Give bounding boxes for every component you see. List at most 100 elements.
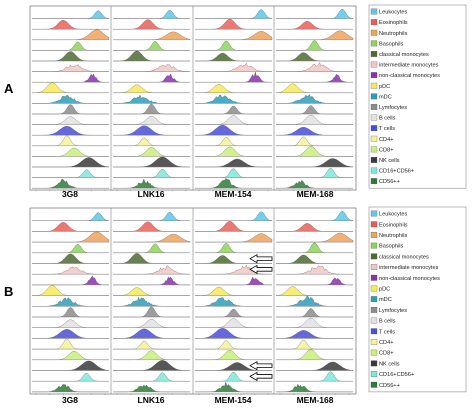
legend-swatch: [370, 178, 378, 185]
column-label: MEM-168: [297, 395, 334, 405]
legend-label: NK cells: [379, 361, 400, 367]
histogram-peak: [32, 135, 109, 146]
legend-swatch: [370, 360, 378, 367]
legend-label: Neutrophils: [379, 31, 407, 37]
histogram-peak: [112, 94, 190, 104]
legend-label: Neutrophils: [379, 233, 407, 239]
histogram-peak: [113, 253, 190, 264]
legend-swatch: [370, 146, 378, 153]
legend-swatch: [370, 157, 378, 163]
histogram-peak: [276, 40, 353, 51]
arrow-icon: [249, 371, 273, 382]
histogram-peak: [113, 340, 190, 350]
histogram-peak: [113, 147, 190, 157]
histogram-peak: [32, 307, 109, 318]
histogram-peak: [276, 265, 353, 275]
histogram-peak: [113, 384, 190, 393]
histogram-peak: [276, 62, 353, 72]
histogram-peak: [32, 253, 109, 264]
legend-frame: [368, 206, 467, 393]
legend-swatch: [370, 135, 378, 142]
histogram-peak: [113, 306, 190, 318]
legend: Leukocytes Eosinophils Neutrophils Basophil…: [368, 206, 467, 393]
histogram-peak: [276, 361, 354, 371]
histogram-peak: [113, 50, 190, 62]
histogram-peak: [276, 94, 353, 104]
histogram-peak: [32, 104, 109, 115]
legend-swatch: [370, 210, 378, 217]
histogram-peak: [276, 232, 354, 243]
histogram-peak: [113, 360, 191, 371]
histogram-peak: [32, 147, 109, 157]
histogram-peak: [276, 158, 354, 168]
legend-swatch: [370, 274, 378, 281]
histogram-peak: [276, 383, 353, 393]
legend-label: NK cells: [379, 158, 400, 164]
legend-swatch: [370, 82, 378, 89]
legend-label: non-classical monocytes: [379, 73, 440, 79]
legend-label: Leukocytes: [379, 10, 407, 16]
column-label: 3G8: [62, 395, 78, 405]
legend-label: mDC: [379, 94, 392, 100]
histogram-peak: [276, 371, 353, 382]
histogram-peak: [276, 30, 354, 40]
panel-letter: B: [4, 284, 13, 299]
histogram-peak: [195, 178, 272, 189]
histogram-peak: [32, 338, 109, 350]
legend: Leukocytes Eosinophils Neutrophils Basophil…: [368, 4, 467, 189]
histogram-peak: [276, 21, 353, 30]
histogram-peak: [195, 115, 272, 125]
legend-swatch: [370, 104, 378, 110]
histogram-peak: [32, 373, 109, 382]
histogram-peak: [113, 233, 191, 243]
histogram-peak: [112, 296, 190, 307]
histogram-peak: [195, 62, 273, 72]
legend-swatch: [370, 19, 378, 26]
histogram-peak: [276, 308, 353, 318]
histogram-peak: [113, 276, 190, 286]
histogram-peak: [113, 84, 190, 93]
histogram-peak: [113, 372, 190, 382]
histogram-peak: [32, 351, 109, 360]
histogram-peak: [195, 350, 272, 360]
legend-swatch: [370, 29, 378, 36]
histogram-peak: [32, 29, 110, 40]
legend-swatch: [370, 264, 378, 270]
legend-label: CD8+: [379, 351, 393, 357]
legend-swatch: [370, 381, 378, 388]
histogram-peak: [32, 10, 110, 19]
histogram-peak: [276, 223, 353, 232]
legend-label: classical monocytes: [379, 52, 429, 58]
legend-label: T cells: [379, 126, 395, 132]
histogram-peak: [276, 277, 353, 286]
histogram-peak: [276, 317, 353, 328]
arrow-icon: [249, 360, 273, 371]
histogram-peak: [195, 146, 272, 157]
histogram-peak: [195, 318, 272, 328]
histogram-peak: [32, 95, 109, 104]
legend-swatch: [370, 371, 378, 377]
column-label: MEM-154: [215, 395, 252, 405]
histogram-peak: [32, 319, 109, 328]
legend-label: mDC: [379, 297, 392, 303]
histogram-peak: [276, 136, 353, 146]
histogram-peak: [195, 31, 273, 40]
histogram-peak: [195, 137, 272, 146]
histogram-peak: [195, 243, 272, 253]
legend-label: CD4+: [379, 340, 393, 346]
histogram-peak: [276, 211, 354, 221]
legend-label: CD56++: [379, 179, 400, 185]
legend-swatch: [370, 40, 378, 47]
histogram-peak: [113, 103, 190, 115]
legend-label: CD4+: [379, 137, 393, 143]
histogram-peak: [113, 64, 191, 72]
legend-swatch: [370, 253, 378, 260]
arrow-icon: [249, 264, 273, 275]
histogram-peak: [32, 116, 109, 125]
histogram-peak: [113, 73, 190, 83]
legend-label: pDC: [379, 84, 390, 90]
histogram-peak: [276, 254, 353, 264]
histogram-peak: [276, 168, 353, 178]
histogram-peak: [32, 157, 110, 168]
histogram-peak: [195, 84, 272, 93]
